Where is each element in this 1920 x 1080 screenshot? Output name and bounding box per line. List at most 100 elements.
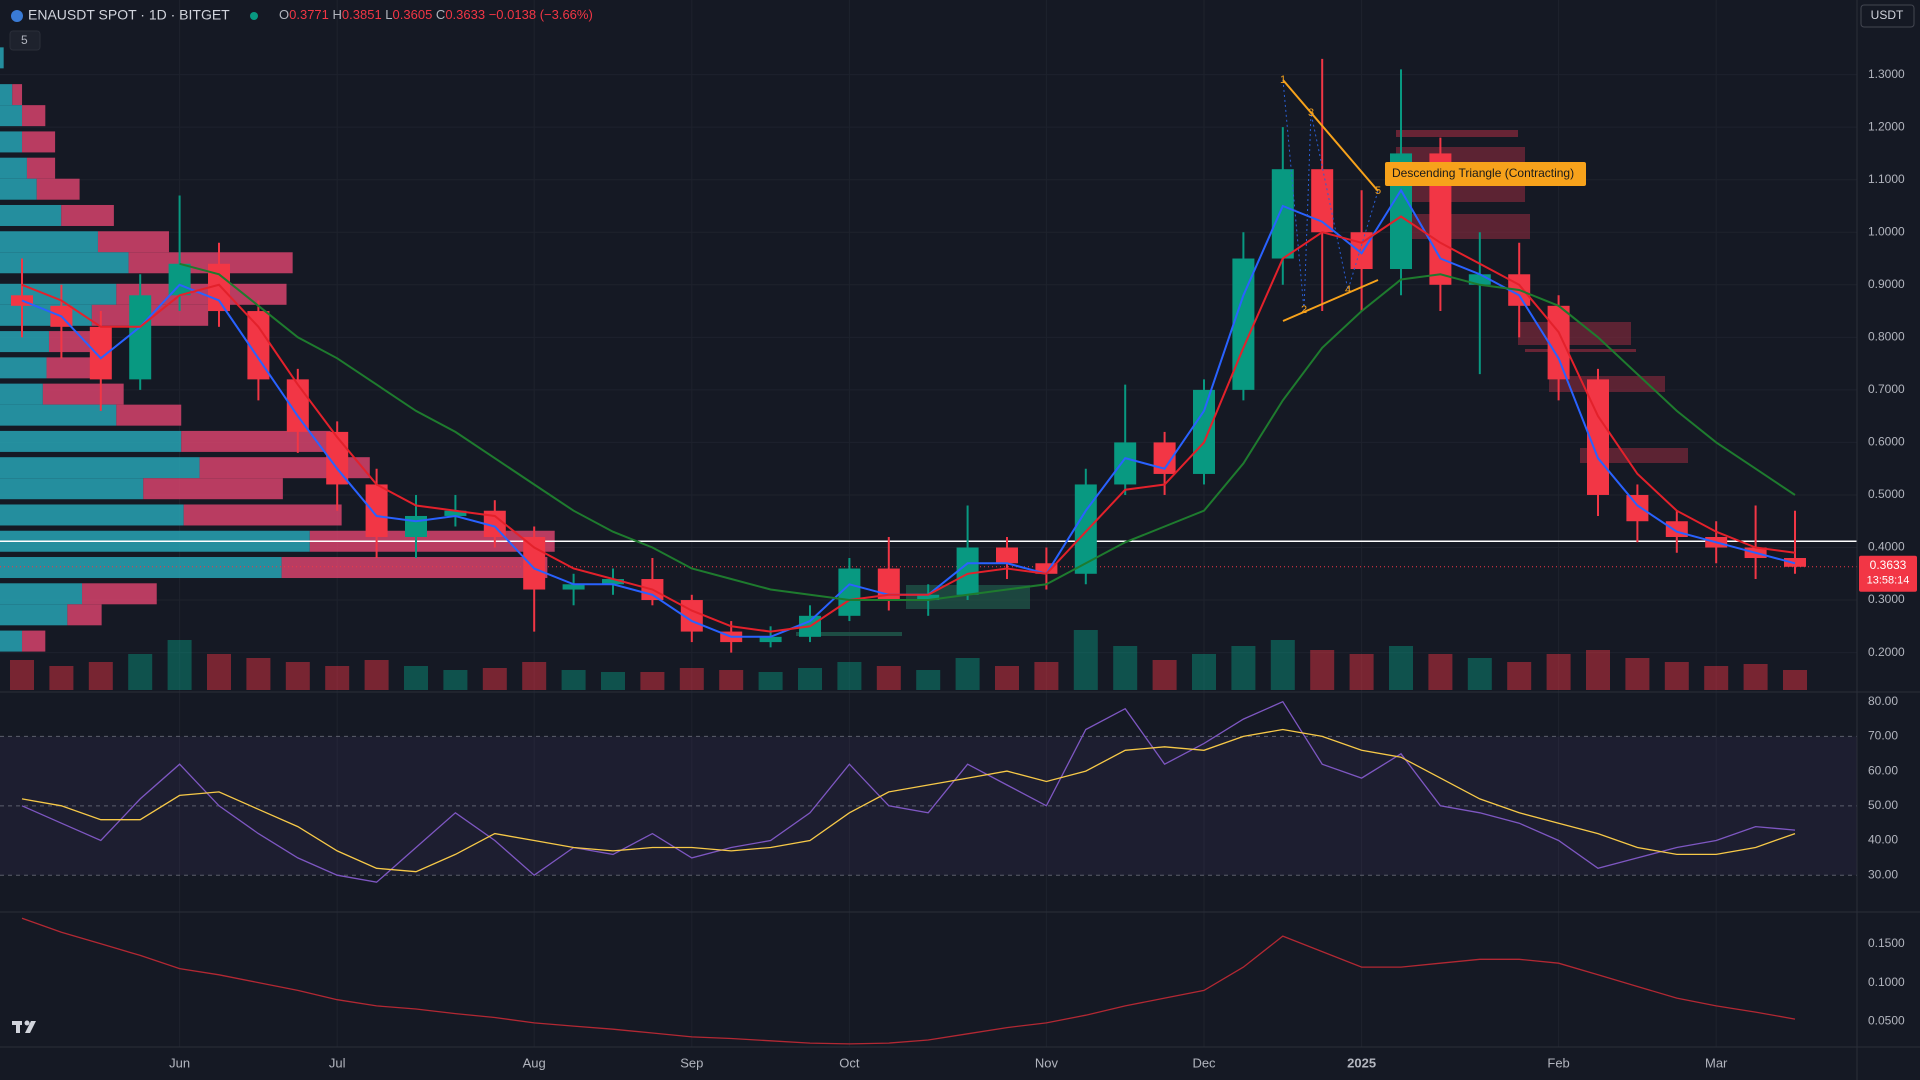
quote-value: 0.3605 [393, 7, 433, 22]
volume-bar [1310, 650, 1335, 690]
volume-bar [207, 654, 231, 690]
profile-up [0, 557, 282, 579]
profile-down [67, 604, 102, 626]
demand-zone [796, 632, 902, 636]
candle-body [1429, 153, 1452, 285]
y-tick-label: 50.00 [1868, 798, 1898, 812]
quote-label: O [279, 7, 289, 22]
profile-up [0, 478, 144, 500]
pattern-label-box [1385, 162, 1586, 186]
candle-body [877, 568, 900, 601]
profile-down [116, 404, 182, 426]
volume-bar [1113, 646, 1138, 690]
indicator-line [21, 728, 1796, 873]
ema-line [21, 215, 1796, 633]
profile-up [0, 583, 83, 605]
last-price-box [1859, 555, 1917, 592]
candle-body [1468, 274, 1491, 285]
volume-bar [758, 672, 783, 690]
volume-bar [364, 660, 389, 690]
candle-body [89, 326, 112, 380]
volume-bar [1704, 666, 1729, 690]
profile-up [0, 404, 117, 426]
candle-body [1074, 484, 1097, 574]
x-tick-label: Aug [523, 1055, 546, 1070]
profile-up [0, 84, 13, 106]
countdown: 13:58:14 [1867, 575, 1910, 587]
ema-line [179, 262, 1796, 601]
logo-part [16, 1021, 20, 1033]
candle-body [1193, 389, 1215, 474]
profile-down [36, 178, 80, 200]
currency-button[interactable] [1860, 4, 1915, 28]
order-block [1525, 349, 1636, 352]
x-tick-label: Dec [1192, 1055, 1216, 1070]
x-tick-label: Feb [1547, 1055, 1569, 1070]
candle-body [405, 515, 427, 537]
quote-value: 0.3633 [445, 7, 485, 22]
candle-body [365, 484, 388, 537]
candle-body [1547, 305, 1570, 380]
currency[interactable]: USDT [1871, 8, 1904, 22]
volume-bar [916, 670, 941, 690]
candle-body [168, 263, 191, 296]
profile-down [42, 383, 124, 405]
y-tick-label: 0.6000 [1868, 435, 1905, 449]
candle-body [759, 636, 782, 643]
volume-bar [876, 666, 901, 690]
y-tick-label: 0.8000 [1868, 330, 1905, 344]
x-tick-label: Oct [839, 1055, 860, 1070]
candle-body [1311, 169, 1334, 233]
candle-body [444, 510, 467, 516]
y-tick-label: 70.00 [1868, 729, 1898, 743]
candle-body [1626, 494, 1649, 522]
profile-up [0, 383, 43, 405]
candle-body [996, 547, 1018, 564]
indicator-toggle[interactable] [9, 30, 41, 51]
profile-up [0, 231, 98, 253]
profile-down [183, 504, 342, 526]
y-tick-label: 0.4000 [1868, 540, 1905, 554]
indicator-line [21, 700, 1796, 883]
y-tick-label: 0.5000 [1868, 487, 1905, 501]
volume-bar [837, 662, 862, 690]
profile-up [0, 105, 23, 127]
volume-bar [1428, 654, 1453, 690]
profile-down [12, 84, 23, 106]
volume-bar [1625, 658, 1650, 690]
volume-bar [1546, 654, 1571, 690]
candle-body [247, 311, 270, 380]
pattern-label: Descending Triangle (Contracting) [1392, 166, 1574, 180]
volume-bar [285, 662, 310, 690]
profile-down [281, 557, 548, 579]
x-tick-label: Mar [1705, 1055, 1728, 1070]
profile-up [0, 604, 68, 626]
candle-body [917, 594, 940, 601]
profile-up [0, 157, 27, 179]
indicator-count[interactable]: 5 [21, 33, 28, 47]
order-block [1518, 322, 1631, 345]
logo-part [25, 1021, 36, 1033]
last-price: 0.3633 [1870, 558, 1907, 572]
y-tick-label: 1.1000 [1868, 172, 1905, 186]
profile-up [0, 504, 184, 526]
volume-bar [167, 640, 192, 690]
candle-body [1035, 563, 1058, 574]
y-tick-label: 80.00 [1868, 694, 1898, 708]
volume-bar [404, 666, 428, 690]
logo [12, 1020, 36, 1033]
profile-up [0, 357, 47, 379]
x-tick-label: Jun [169, 1055, 190, 1070]
profile-up [0, 131, 23, 153]
pattern-point: 3 [1308, 107, 1314, 119]
quote-label: C [436, 7, 445, 22]
candle-body [129, 295, 152, 380]
volume-bar [1034, 662, 1059, 690]
quote-value: 0.3771 [289, 7, 329, 22]
volume-bar [88, 662, 113, 690]
volume-bar [1192, 654, 1216, 690]
x-tick-label: 2025 [1347, 1055, 1376, 1070]
quote-value: 0.3851 [342, 7, 382, 22]
volume-bar [561, 670, 586, 690]
